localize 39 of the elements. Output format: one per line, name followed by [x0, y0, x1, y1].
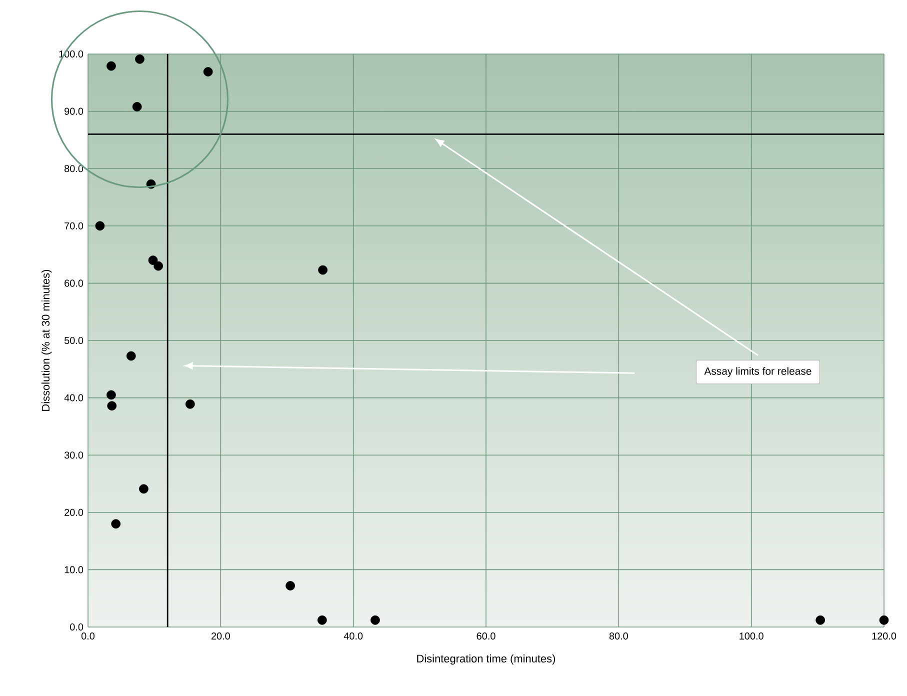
- point: [318, 265, 328, 275]
- x-tick-label: 80.0: [609, 632, 628, 640]
- annotation: Assay limits for release: [704, 367, 812, 377]
- x-tick-label: 100.0: [740, 632, 764, 640]
- point: [95, 221, 105, 231]
- point: [135, 54, 144, 64]
- point: [154, 261, 163, 271]
- y-tick-label: 70.0: [64, 222, 84, 230]
- point: [370, 615, 380, 625]
- x-axis-title: Disintegration time (minutes): [417, 654, 556, 665]
- y-tick-label: 0.0: [70, 623, 84, 631]
- x-tick-label: 60.0: [476, 632, 496, 640]
- point: [816, 615, 826, 625]
- y-tick-label: 10.0: [64, 566, 84, 574]
- y-tick-label: 60.0: [64, 280, 84, 287]
- y-tick-label: 80.0: [64, 165, 84, 172]
- y-tick-label: 50.0: [64, 336, 84, 344]
- x-tick-label: 0.0: [81, 632, 95, 640]
- y-axis-title: Dissolution (% at 30 minutes): [42, 270, 52, 411]
- y-tick-label: 30.0: [64, 452, 84, 459]
- point: [148, 256, 158, 265]
- y-tick-label: 40.0: [64, 394, 84, 402]
- point: [106, 61, 116, 71]
- point: [139, 484, 148, 494]
- point: [879, 615, 889, 625]
- y-tick-label: 20.0: [64, 508, 84, 516]
- point: [111, 519, 121, 529]
- point: [185, 399, 195, 409]
- x-tick-label: 40.0: [344, 632, 363, 640]
- point: [203, 67, 213, 76]
- point: [107, 401, 117, 410]
- x-tick-label: 20.0: [211, 632, 230, 640]
- point: [132, 102, 142, 112]
- x-tick-label: 120.0: [872, 632, 896, 640]
- point: [106, 390, 116, 400]
- y-tick-label: 90.0: [64, 108, 84, 115]
- point: [286, 581, 295, 590]
- point: [126, 351, 136, 361]
- point: [317, 615, 327, 625]
